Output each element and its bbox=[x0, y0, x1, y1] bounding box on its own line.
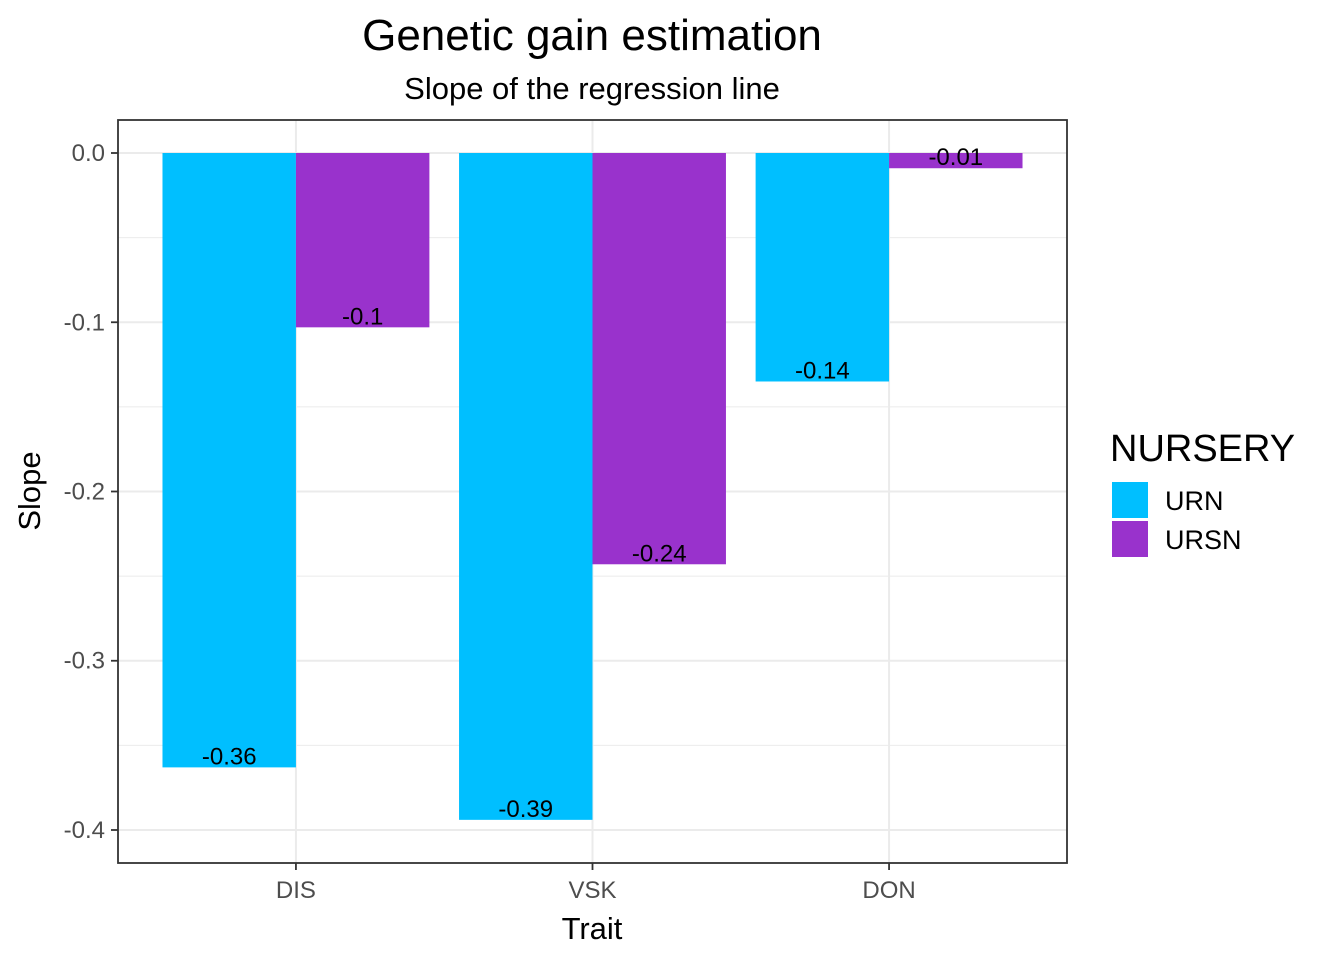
bar-ursn-dis bbox=[295, 153, 430, 328]
y-axis-title: Slope bbox=[12, 451, 47, 530]
y-tick-label: -0.1 bbox=[64, 309, 105, 336]
data-label: -0.39 bbox=[498, 796, 553, 823]
chart-title: Genetic gain estimation bbox=[362, 11, 822, 60]
data-label: -0.24 bbox=[632, 540, 687, 567]
bar-urn-don bbox=[755, 153, 890, 382]
bar-urn-vsk bbox=[459, 153, 593, 820]
bar-ursn-vsk bbox=[592, 153, 726, 565]
data-label: -0.36 bbox=[202, 743, 257, 770]
x-tick-label: DIS bbox=[276, 877, 316, 904]
data-label: -0.01 bbox=[928, 144, 983, 171]
bars bbox=[162, 153, 1023, 820]
legend-key-ursn bbox=[1112, 521, 1148, 557]
bar-urn-dis bbox=[162, 153, 296, 768]
data-label: -0.1 bbox=[342, 303, 383, 330]
x-tick-label: DON bbox=[862, 877, 915, 904]
data-labels: -0.36 -0.39 -0.14 -0.1 -0.24 -0.01 bbox=[202, 144, 983, 823]
legend-title: NURSERY bbox=[1110, 428, 1295, 470]
chart-subtitle: Slope of the regression line bbox=[404, 71, 780, 106]
bar-ursn-don bbox=[889, 153, 1023, 169]
data-label: -0.14 bbox=[795, 357, 850, 384]
axes: 0.0 -0.1 -0.2 -0.3 -0.4 DIS VSK DON bbox=[64, 140, 916, 904]
y-tick-label: 0.0 bbox=[72, 140, 105, 167]
legend-key-urn bbox=[1112, 482, 1148, 518]
x-tick-label: VSK bbox=[568, 877, 616, 904]
legend: NURSERY URN URSN bbox=[1110, 428, 1295, 557]
y-tick-label: -0.2 bbox=[64, 479, 105, 506]
legend-label-ursn: URSN bbox=[1165, 525, 1242, 555]
x-axis-title: Trait bbox=[562, 911, 623, 946]
legend-label-urn: URN bbox=[1165, 486, 1224, 516]
y-tick-label: -0.3 bbox=[64, 648, 105, 675]
y-tick-label: -0.4 bbox=[64, 817, 105, 844]
